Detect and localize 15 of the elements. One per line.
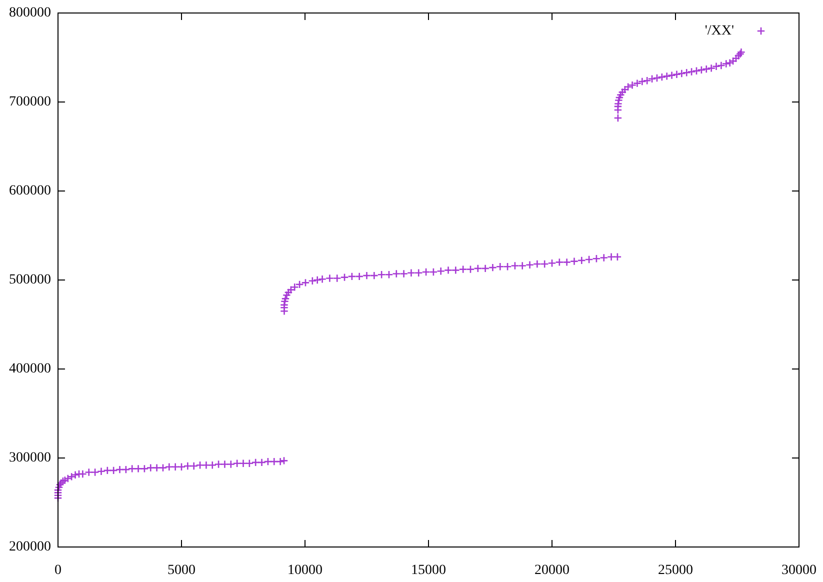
y-tick-label: 700000 (9, 94, 51, 110)
y-tick-label: 300000 (9, 450, 51, 466)
y-tick-label: 200000 (9, 540, 51, 554)
x-tick-label: 30000 (782, 563, 816, 578)
x-tick-label: 10000 (288, 563, 322, 578)
x-tick-label: 0 (54, 563, 62, 578)
x-tick-label: 15000 (411, 563, 446, 578)
y-tick-label: 600000 (9, 184, 51, 198)
x-tick-label: 5000 (168, 563, 196, 578)
x-tick-label: 25000 (658, 563, 693, 578)
legend-label: '/XX' (704, 24, 734, 38)
y-tick-label: 400000 (9, 362, 51, 376)
x-tick-label: 20000 (534, 563, 570, 578)
y-tick-label: 500000 (9, 272, 51, 288)
y-tick-label: 800000 (9, 6, 51, 20)
